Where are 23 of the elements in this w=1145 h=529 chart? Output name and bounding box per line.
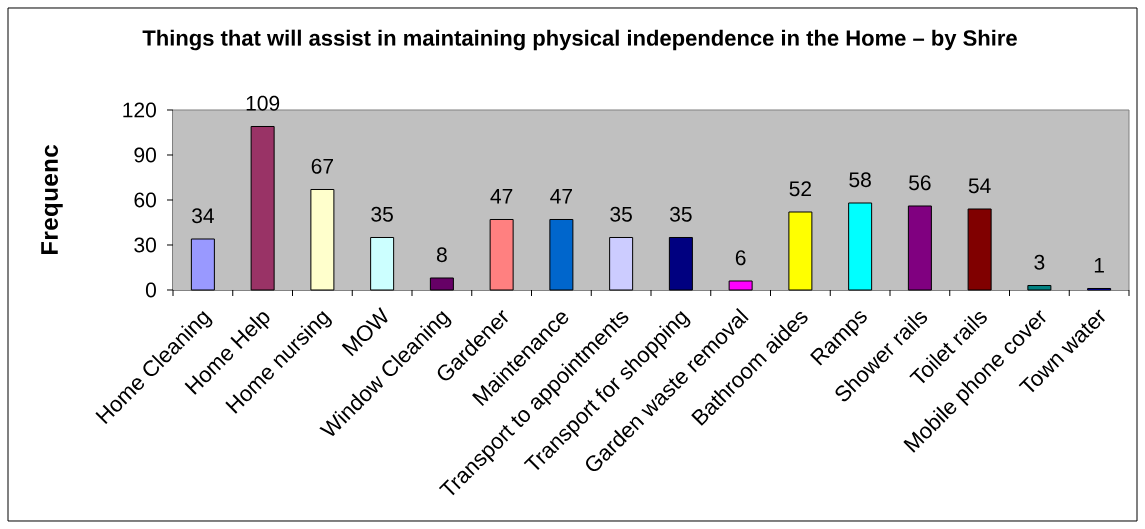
data-label: 35 <box>371 206 393 222</box>
y-tick-label: 120 <box>123 102 156 118</box>
data-label: 67 <box>311 158 333 174</box>
data-label: 3 <box>1034 254 1045 270</box>
data-label: 109 <box>246 95 280 111</box>
y-tick-label: 90 <box>134 147 156 163</box>
data-label: 6 <box>735 250 746 266</box>
y-axis-title: Frequenc <box>41 145 63 255</box>
data-label: 35 <box>670 206 692 222</box>
chart-title: Things that will assist in maintaining physical independence in the Home – by Shire <box>142 29 1017 51</box>
y-tick-label: 30 <box>134 237 156 253</box>
data-label: 47 <box>490 189 513 204</box>
data-label: 1 <box>1094 258 1104 273</box>
data-label: 47 <box>550 189 572 204</box>
data-label: 35 <box>610 206 632 222</box>
data-label: 52 <box>789 181 811 197</box>
y-tick-label: 0 <box>145 282 156 298</box>
data-label: 54 <box>968 178 991 194</box>
data-label: 8 <box>436 247 447 263</box>
data-label: 34 <box>192 208 214 224</box>
data-label: 56 <box>909 175 931 191</box>
data-label: 58 <box>849 172 871 188</box>
y-tick-label: 60 <box>134 192 156 208</box>
